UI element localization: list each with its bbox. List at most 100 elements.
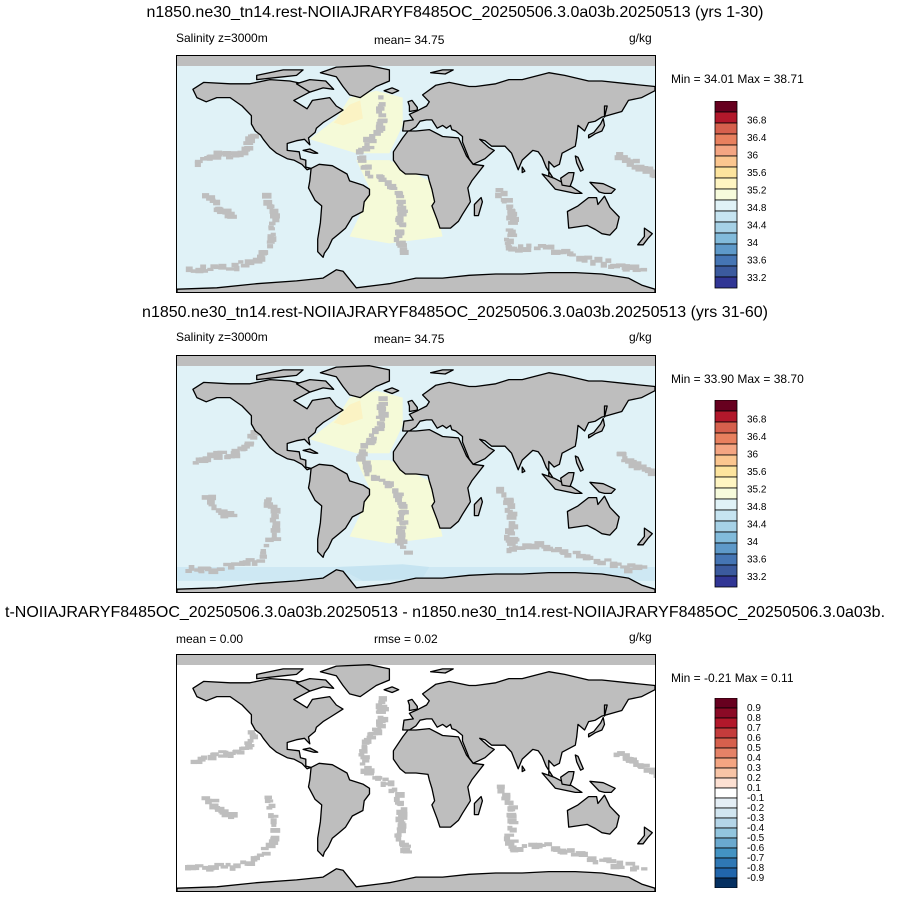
masked-cell [364,142,370,148]
masked-cell [218,263,227,270]
colorbar-box [714,177,738,190]
masked-cell [402,850,412,854]
masked-cell [397,211,407,217]
masked-cell [211,504,217,511]
land-south-america [307,463,371,558]
masked-cell [186,864,197,871]
colorbar-box [714,443,738,456]
masked-cell [621,459,628,463]
masked-cell [529,543,540,550]
colorbar-tick-label: 0.3 [747,763,761,774]
masked-cell [495,188,504,193]
colorbar-tick-label: 36.8 [747,116,767,127]
masked-cell [592,860,599,865]
masked-cell [364,765,372,772]
colorbar-tick-label: 35.6 [747,168,767,179]
masked-cell [636,464,647,470]
masked-cell [653,774,655,779]
land-arctic-isles [256,69,304,81]
masked-cell [507,814,517,819]
colorbar-box [714,817,738,829]
masked-cell [188,565,195,571]
colorbar-tick-label: -0.6 [747,843,765,854]
masked-cell [385,782,394,786]
land-philippines [574,754,584,771]
masked-cell [211,865,219,870]
masked-cell [404,550,413,555]
masked-cell [378,401,388,406]
masked-cell [570,852,581,857]
masked-cell [366,735,377,740]
colorbar-tick-label: 0.4 [747,753,761,764]
masked-cell [377,175,385,180]
masked-cell [397,801,404,807]
masked-cell [207,267,214,272]
masked-cell [376,108,383,114]
masked-cell [604,558,612,562]
masked-cell [197,566,204,573]
masked-cell [540,843,546,847]
masked-cell [497,787,505,794]
masked-cell [247,730,255,735]
land-greenland [319,65,391,99]
masked-cell [207,499,215,505]
colorbar-tick-label: -0.3 [747,813,765,824]
masked-cell [222,208,232,215]
masked-cell [201,796,211,801]
colorbar-tick-label: 36.4 [747,432,767,443]
masked-cell [198,457,209,464]
colorbar-box [714,410,738,423]
masked-cell [393,237,400,243]
masked-cell [388,183,397,190]
colorbar-box [714,747,738,759]
masked-cell [584,255,593,260]
masked-cell [635,461,642,467]
masked-cell [507,246,515,251]
masked-cell [631,459,637,466]
masked-cell [375,415,383,419]
masked-cell [245,558,255,562]
land-sri-lanka [521,466,526,474]
masked-cell [639,763,645,768]
masked-cell [231,262,239,268]
masked-cell [506,205,513,211]
panel2-units: g/kg [629,330,652,344]
masked-cell [559,849,568,855]
land-arctic-isles [256,369,304,381]
arctic-mask [177,56,655,66]
colorbar-box [714,199,738,212]
masked-cell [528,842,538,847]
masked-cell [628,462,638,469]
masked-cell [220,512,229,519]
masked-cell [206,868,214,872]
masked-cell [397,535,406,541]
colorbar-tick-label: -0.1 [747,793,765,804]
masked-cell [267,504,278,509]
masked-cell [521,844,528,848]
masked-cell [208,494,217,501]
masked-cell [185,569,192,574]
masked-cell [648,169,655,174]
arctic-mask [177,356,655,366]
masked-cell [237,446,244,451]
masked-cell [400,545,407,549]
masked-cell [264,795,273,800]
masked-cell [586,555,594,560]
masked-cell [202,865,209,870]
colorbar-tick-label: 34.4 [747,519,767,530]
panel2-colorbar: 36.8 36.4 36 35.6 35.2 34.8 34.4 34 33.6 33.2 [714,400,767,588]
masked-cell [396,832,402,837]
masked-cell [262,192,272,199]
land-africa [392,128,485,229]
masked-cell [250,133,259,139]
masked-cell [362,759,370,763]
colorbar-box [714,421,738,434]
land-cuba [302,747,319,753]
colorbar-tick-label: 35.6 [747,467,767,478]
masked-cell [194,161,201,168]
masked-cell [504,799,510,805]
land-australia [566,195,620,236]
colorbar-tick-label: -0.4 [747,823,765,834]
land-baffin [295,378,335,393]
masked-cell [241,146,251,152]
